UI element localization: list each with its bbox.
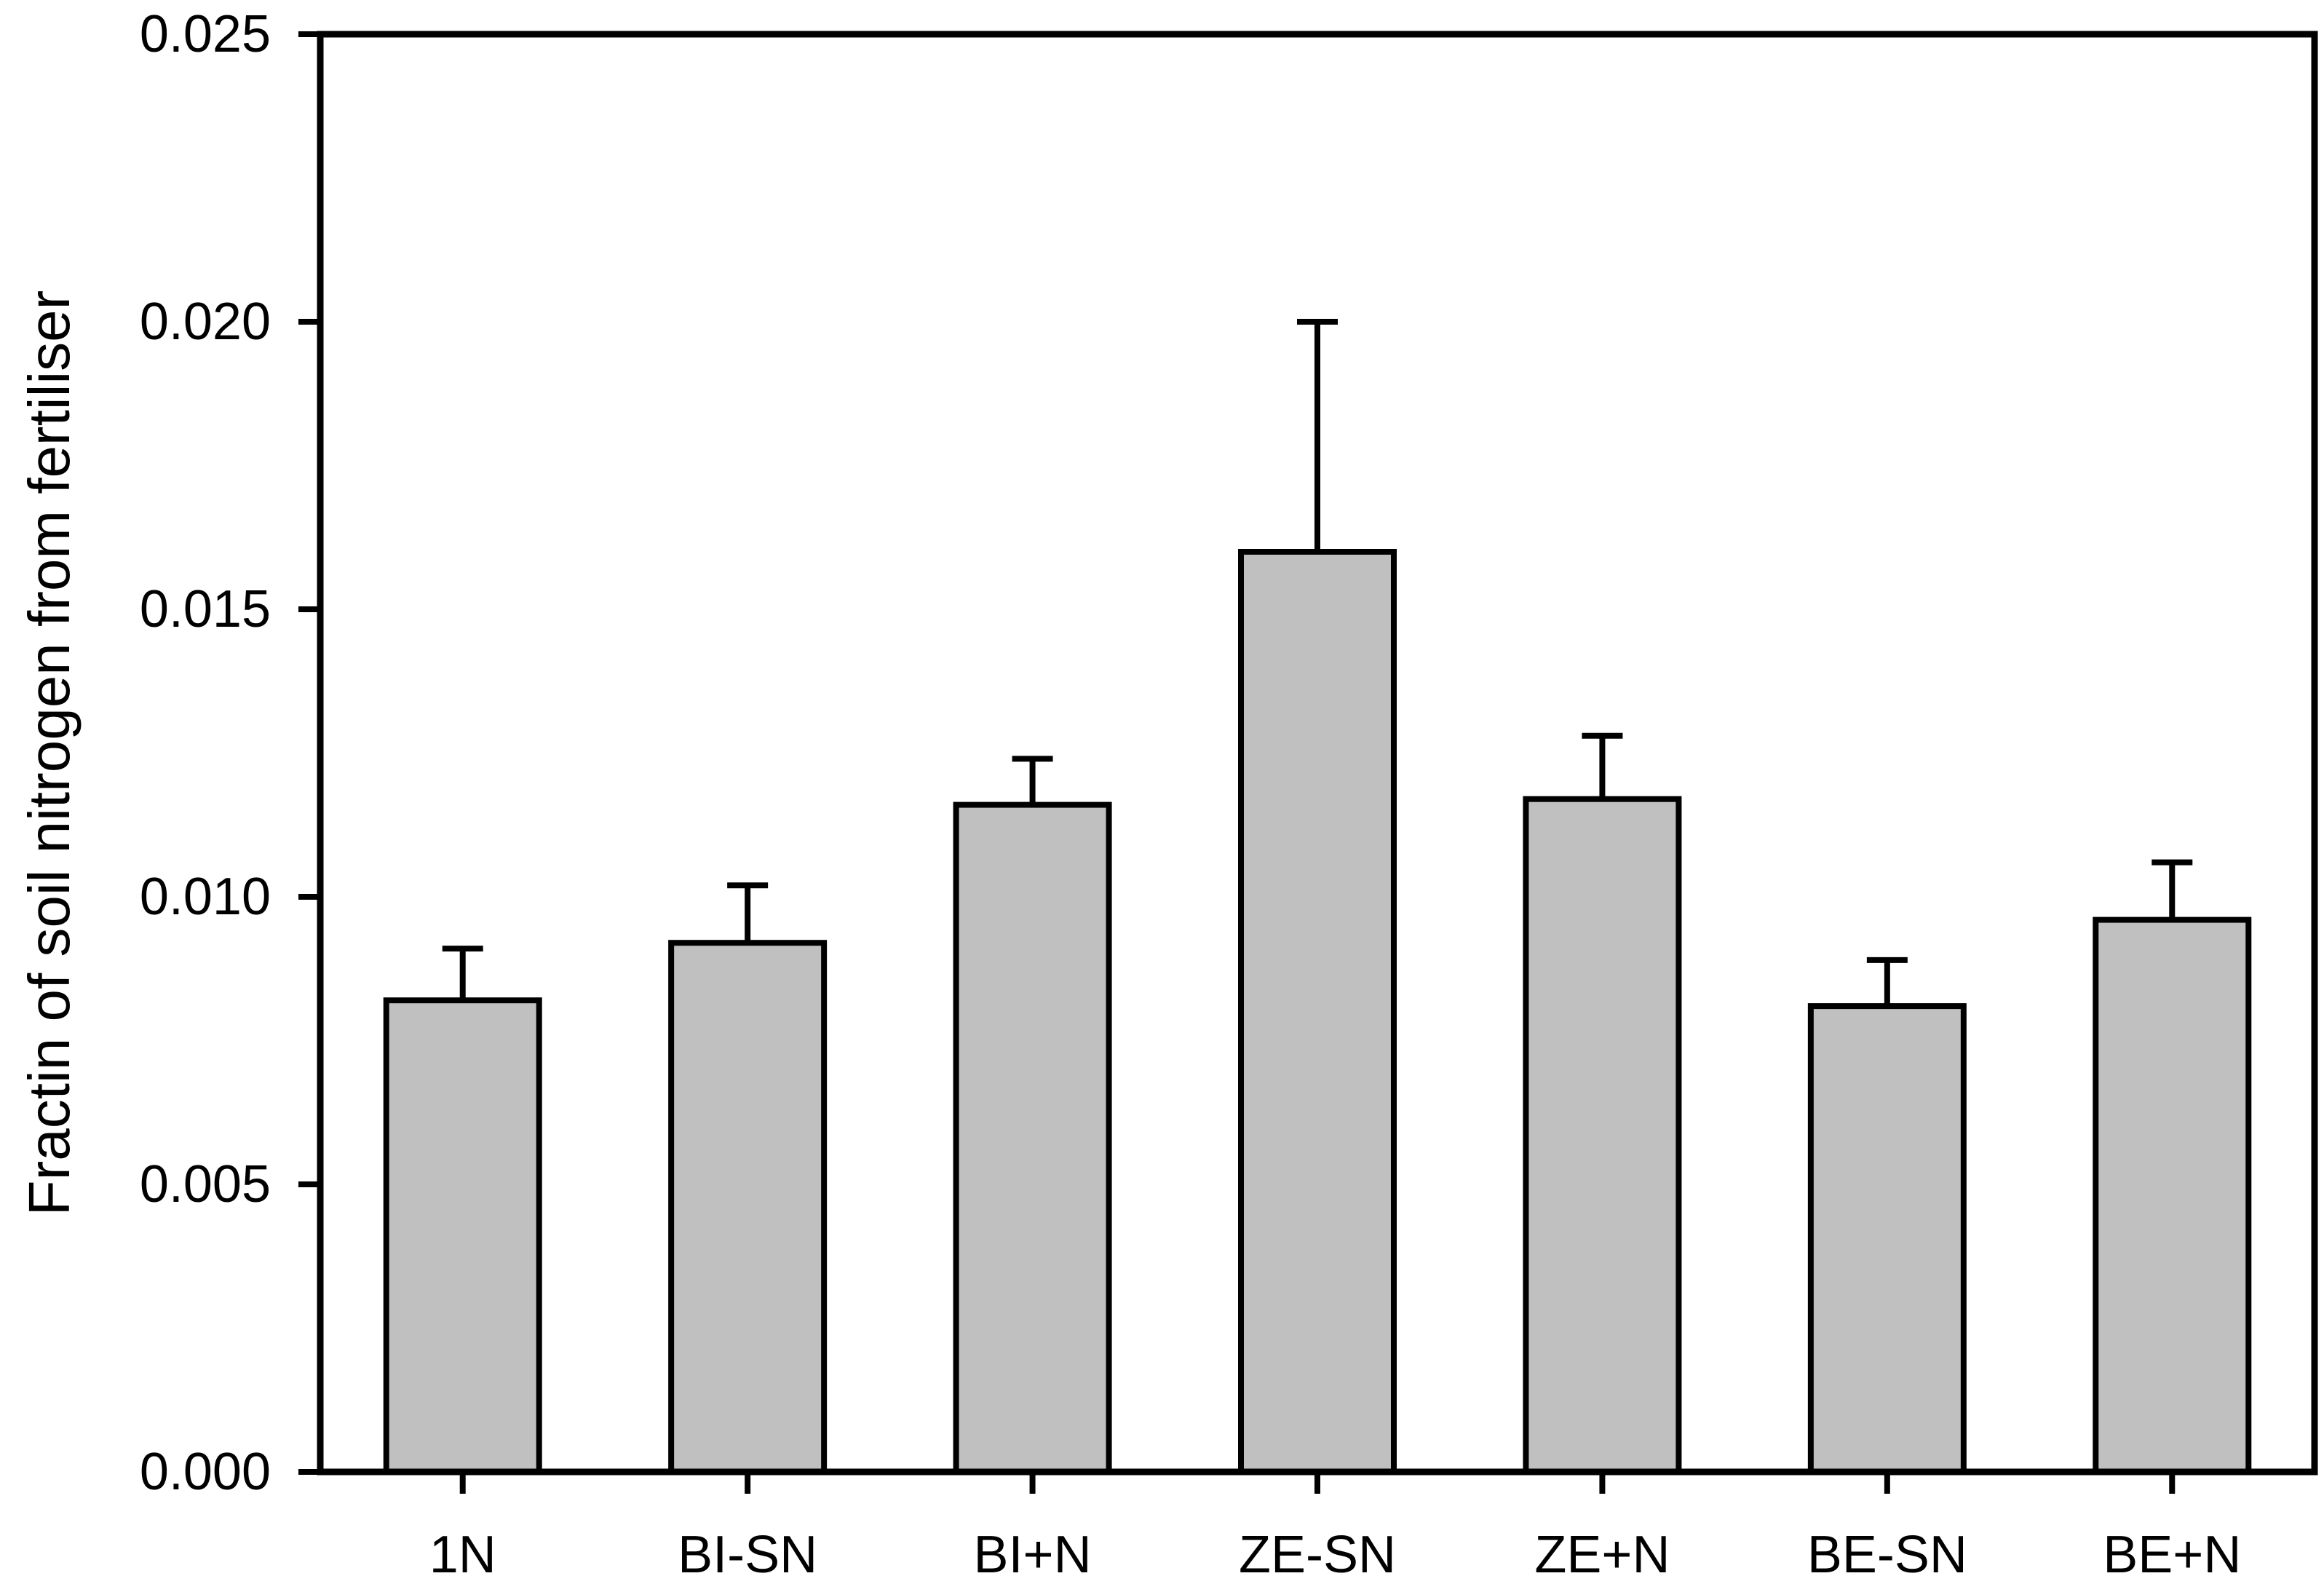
y-axis-title: Fractin of soil nitrogen from fertiliser [17,290,82,1216]
bar-ZE-SN [1238,549,1397,1475]
x-tick-label-BE-SN: BE-SN [1807,1526,1967,1584]
y-tick-label-5: 0.025 [140,5,271,63]
x-tick-label-1N: 1N [429,1526,496,1584]
bar-BE-SN [1807,1003,1967,1475]
bar-BE+N [2093,916,2252,1475]
x-tick-label-BI+N: BI+N [974,1526,1092,1584]
x-tick-label-BE+N: BE+N [2103,1526,2241,1584]
x-tick-label-BI-SN: BI-SN [678,1526,817,1584]
y-tick-label-4: 0.020 [140,293,271,351]
x-tick-label-ZE-SN: ZE-SN [1239,1526,1396,1584]
bar-BI+N [953,801,1112,1475]
y-tick-label-1: 0.005 [140,1155,271,1213]
bar-ZE+N [1523,796,1682,1475]
plot-frame [317,31,2318,1476]
x-tick-label-ZE+N: ZE+N [1534,1526,1670,1584]
bar-1N [383,997,542,1475]
y-tick-label-3: 0.015 [140,580,271,638]
bar-BI-SN [668,940,828,1475]
y-tick-label-0: 0.000 [140,1443,271,1501]
y-tick-label-2: 0.010 [140,868,271,926]
